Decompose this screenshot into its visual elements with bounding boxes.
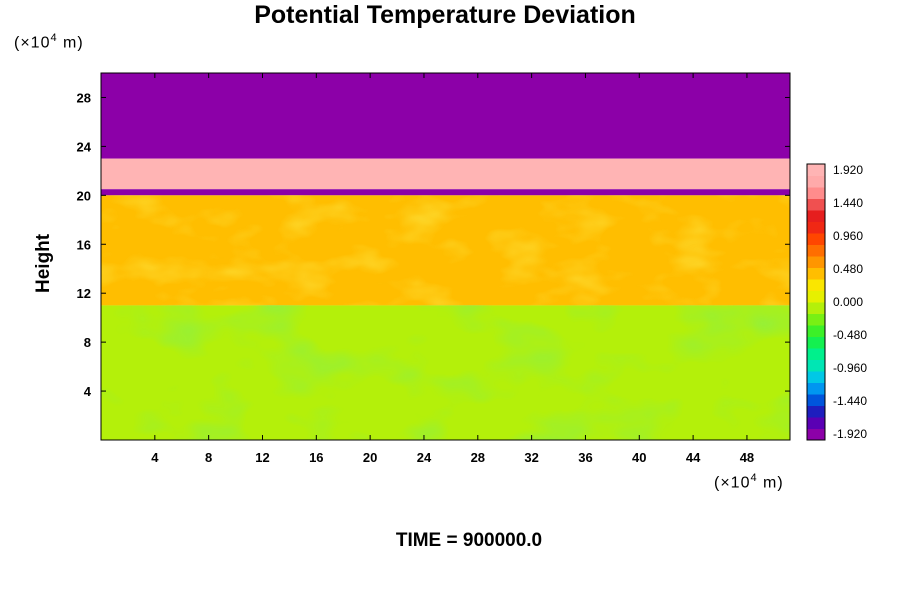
x-tick-label: 36 — [578, 450, 592, 465]
x-axis-unit: (×104 m) — [714, 472, 784, 492]
time-label: TIME = 900000.0 — [395, 530, 543, 551]
colorbar-swatch — [807, 371, 825, 383]
x-tick-label: 4 — [151, 450, 159, 465]
x-tick-label: 48 — [740, 450, 754, 465]
x-tick-label: 16 — [309, 450, 323, 465]
colorbar-swatch — [807, 267, 825, 280]
y-tick-label: 16 — [77, 237, 91, 252]
x-axis: 4 8 12 16 20 24 28 32 36 40 44 48 — [151, 73, 754, 465]
colorbar-swatch — [807, 256, 825, 268]
colorbar-swatch — [807, 221, 825, 234]
colorbar-label: 0.000 — [833, 295, 863, 309]
colorbar-label: -0.960 — [833, 361, 867, 375]
colorbar-label: 0.480 — [833, 262, 863, 276]
y-tick-label: 8 — [84, 335, 91, 350]
colorbar-label: -1.440 — [833, 394, 867, 408]
x-tick-label: 40 — [632, 450, 646, 465]
y-tick-label: 12 — [77, 286, 91, 301]
x-tick-label: 28 — [471, 450, 485, 465]
colorbar: 1.920 1.440 0.960 0.480 0.000 -0.480 -0.960 -1.… — [806, 163, 867, 441]
plot-area — [101, 73, 790, 440]
colorbar-swatch — [807, 359, 825, 372]
colorbar-swatch — [807, 233, 825, 245]
layer-lower-texture — [101, 305, 790, 440]
colorbar-swatch — [807, 279, 825, 291]
colorbar-label: -0.480 — [833, 328, 867, 342]
colorbar-swatch — [807, 198, 825, 211]
layer-middle-texture — [101, 195, 790, 306]
colorbar-swatch — [807, 187, 825, 199]
colorbar-swatch — [807, 336, 825, 349]
plot-frame — [100, 72, 791, 441]
layer-warm-band — [101, 158, 790, 190]
chart-title: Potential Temperature Deviation — [254, 1, 636, 29]
colorbar-swatch — [807, 417, 825, 429]
colorbar-swatch — [807, 164, 825, 176]
colorbar-swatch — [807, 405, 825, 418]
colorbar-label: 1.920 — [833, 163, 863, 177]
colorbar-swatch — [807, 394, 825, 406]
x-tick-label: 12 — [255, 450, 269, 465]
y-tick-label: 28 — [77, 90, 91, 105]
y-tick-label: 4 — [84, 384, 92, 399]
colorbar-label: 0.960 — [833, 229, 863, 243]
colorbar-swatch — [807, 382, 825, 395]
y-tick-label: 20 — [77, 188, 91, 203]
x-tick-label: 8 — [205, 450, 212, 465]
colorbar-swatch — [807, 210, 825, 222]
x-tick-label: 32 — [524, 450, 538, 465]
y-axis-unit: (×104 m) — [14, 32, 84, 52]
x-tick-label: 20 — [363, 450, 377, 465]
colorbar-frame — [806, 163, 826, 441]
layer-cold-strip — [101, 189, 790, 196]
colorbar-swatch — [807, 175, 825, 188]
colorbar-label: -1.920 — [833, 427, 867, 441]
colorbar-swatch — [807, 428, 825, 441]
colorbar-swatch — [807, 325, 825, 337]
y-tick-label: 24 — [77, 139, 92, 154]
layer-upper — [101, 73, 790, 159]
colorbar-swatch — [807, 348, 825, 360]
x-tick-label: 24 — [417, 450, 432, 465]
colorbar-swatch — [807, 313, 825, 326]
x-tick-label: 44 — [686, 450, 701, 465]
colorbar-swatch — [807, 290, 825, 303]
y-axis: 4 8 12 16 20 24 28 — [77, 90, 790, 399]
colorbar-swatch — [807, 244, 825, 257]
colorbar-label: 1.440 — [833, 196, 863, 210]
colorbar-swatch — [807, 302, 825, 314]
